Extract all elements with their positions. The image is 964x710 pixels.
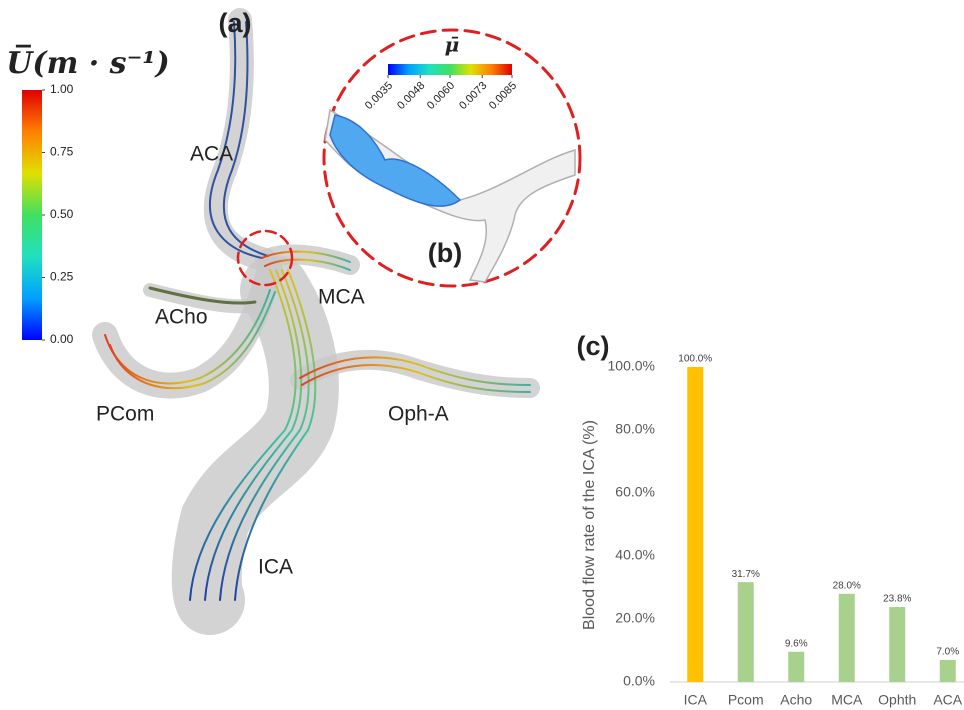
tick-label: 0.0085: [487, 80, 519, 112]
value-label: 7.0%: [936, 647, 959, 658]
vessel-label: ACho: [155, 306, 208, 329]
x-tick-label: Ophth: [878, 692, 916, 708]
bar: [839, 594, 855, 682]
colorbar: [388, 64, 512, 75]
panel-label: (b): [428, 238, 462, 268]
colorbar-title: μ̄: [445, 33, 460, 57]
panel-label: (a): [219, 8, 252, 38]
tick-label: 1.00: [50, 82, 74, 96]
tick-label: 0.75: [50, 145, 74, 159]
value-label: 31.7%: [732, 569, 760, 580]
x-tick-label: Acho: [780, 692, 812, 708]
tick-label: 0.0035: [363, 80, 395, 112]
tick-label: 0.50: [50, 207, 74, 221]
value-label: 9.6%: [785, 638, 808, 649]
bar: [940, 660, 956, 682]
x-tick-label: ICA: [684, 692, 708, 708]
bar: [738, 582, 754, 682]
colorbar-title: U̅(m · s⁻¹): [6, 45, 170, 81]
y-tick-label: 0.0%: [623, 673, 655, 689]
value-label: 28.0%: [833, 580, 861, 591]
bar: [788, 652, 804, 682]
x-tick-label: MCA: [831, 692, 863, 708]
x-tick-label: Pcom: [728, 692, 764, 708]
vessel-label: PCom: [96, 403, 154, 426]
tick-label: 0.0048: [395, 80, 427, 112]
x-tick-label: ACA: [933, 692, 962, 708]
vessel-label: MCA: [318, 286, 365, 309]
figure: (a) (b) (c) ACA MCA ACho PCom Oph-A ICA U̅(m · s⁻…: [0, 0, 964, 710]
tick-label: 0.0060: [425, 80, 457, 112]
y-tick-label: 100.0%: [608, 358, 655, 374]
panel-label: (c): [577, 331, 610, 361]
bar: [889, 607, 905, 682]
tick-label: 0.00: [50, 332, 74, 346]
tick-label: 0.25: [50, 270, 74, 284]
vessel-label: ACA: [190, 143, 233, 166]
y-axis-label: Blood flow rate of the ICA (%): [581, 420, 598, 630]
colorbar: [22, 90, 42, 340]
vessel-label: Oph-A: [388, 403, 449, 426]
y-tick-label: 20.0%: [615, 610, 655, 626]
y-tick-label: 40.0%: [615, 547, 655, 563]
vessel-label: ICA: [258, 556, 293, 579]
value-label: 100.0%: [678, 354, 712, 365]
value-label: 23.8%: [883, 594, 911, 605]
y-tick-label: 80.0%: [615, 421, 655, 437]
bar: [687, 367, 703, 682]
y-tick-label: 60.0%: [615, 484, 655, 500]
tick-label: 0.0073: [457, 80, 489, 112]
